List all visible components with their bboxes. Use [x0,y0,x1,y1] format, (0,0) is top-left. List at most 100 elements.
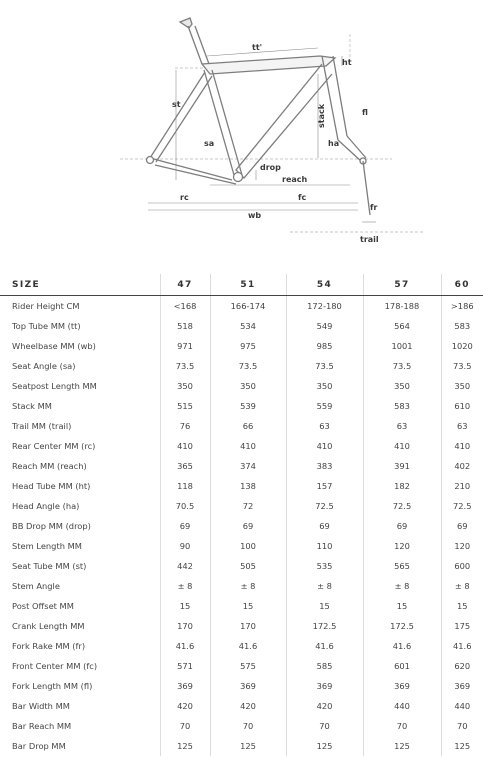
row-label: Rider Height CM [12,301,80,311]
row-value: ± 8 [285,576,363,596]
row-value: 120 [362,536,441,556]
row-value: 63 [362,416,441,436]
row-label: Seatpost Length MM [12,381,97,391]
row-value: 440 [362,696,441,716]
table-row: Stem Length MM 90 100 110 120 120 [0,536,483,556]
row-label: Head Tube MM (ht) [12,481,91,491]
row-value: 571 [159,656,210,676]
row-value: 505 [209,556,286,576]
row-value: 72.5 [440,496,483,516]
row-value: 369 [440,676,483,696]
row-value: 583 [362,396,441,416]
size-60-header: 60 [440,274,483,296]
row-value: 442 [159,556,210,576]
row-value: 565 [362,556,441,576]
row-value: 585 [285,656,363,676]
row-value: 975 [209,336,286,356]
table-row: Stem Angle ± 8 ± 8 ± 8 ± 8 ± 8 [0,576,483,596]
row-label: Top Tube MM (tt) [12,321,81,331]
table-row: Trail MM (trail) 76 66 63 63 63 [0,416,483,436]
row-value: 69 [362,516,441,536]
row-value: 985 [285,336,363,356]
size-57-header: 57 [362,274,441,296]
row-value: 172-180 [285,295,363,316]
row-value: 41.6 [159,636,210,656]
table-row: Reach MM (reach) 365 374 383 391 402 [0,456,483,476]
row-value: 534 [209,316,286,336]
table-row: BB Drop MM (drop) 69 69 69 69 69 [0,516,483,536]
size-header: SIZE [0,274,160,296]
row-value: 420 [209,696,286,716]
row-value: 610 [440,396,483,416]
row-value: 350 [159,376,210,396]
row-value: 391 [362,456,441,476]
row-value: 118 [159,476,210,496]
ha-label: ha [328,139,339,148]
row-value: 125 [285,736,363,756]
row-value: 210 [440,476,483,496]
st-label: st [172,100,181,109]
row-value: 70.5 [159,496,210,516]
table-row: Wheelbase MM (wb) 971 975 985 1001 1020 [0,336,483,356]
fl-label: fl [362,108,368,117]
table-row: Rider Height CM <168 166-174 172-180 178-188… [0,295,483,316]
size-47-header: 47 [159,274,210,296]
row-value: >186 [440,295,483,316]
row-label: Fork Length MM (fl) [12,681,93,691]
row-value: 410 [362,436,441,456]
row-label: Wheelbase MM (wb) [12,341,96,351]
row-value: 72.5 [285,496,363,516]
row-value: <168 [159,295,210,316]
trail-label: trail [360,235,379,244]
row-value: 73.5 [159,356,210,376]
row-value: 549 [285,316,363,336]
row-value: 15 [209,596,286,616]
row-value: 420 [159,696,210,716]
row-value: 69 [159,516,210,536]
row-value: 620 [440,656,483,676]
row-value: 125 [159,736,210,756]
row-value: 559 [285,396,363,416]
row-value: ± 8 [362,576,441,596]
row-label: Front Center MM (fc) [12,661,98,671]
row-value: ± 8 [209,576,286,596]
row-value: 402 [440,456,483,476]
row-value: 72.5 [362,496,441,516]
row-value: 90 [159,536,210,556]
row-value: 600 [440,556,483,576]
reach-label: reach [282,175,308,184]
table-row: Fork Length MM (fl) 369 369 369 369 369 [0,676,483,696]
row-value: 575 [209,656,286,676]
row-label: Stack MM [12,401,52,411]
table-row: Bar Drop MM 125 125 125 125 125 [0,736,483,756]
row-value: 73.5 [285,356,363,376]
row-value: 15 [159,596,210,616]
row-value: 440 [440,696,483,716]
row-value: 420 [285,696,363,716]
stack-label: stack [317,103,326,128]
row-value: 63 [440,416,483,436]
wb-label: wb [248,211,261,220]
row-label: Seat Tube MM (st) [12,561,87,571]
row-value: 125 [362,736,441,756]
row-value: 369 [285,676,363,696]
row-value: 564 [362,316,441,336]
row-value: 72 [209,496,286,516]
geometry-diagram: tt' ht st stack fl sa ha drop reach rc f… [120,17,425,244]
row-label: Bar Reach MM [12,721,72,731]
row-value: 369 [209,676,286,696]
row-value: 350 [440,376,483,396]
row-value: 41.6 [285,636,363,656]
table-row: Bar Width MM 420 420 420 440 440 [0,696,483,716]
row-value: 172.5 [362,616,441,636]
row-value: 41.6 [209,636,286,656]
row-value: 41.6 [440,636,483,656]
row-value: 369 [159,676,210,696]
row-value: 515 [159,396,210,416]
row-value: 70 [440,716,483,736]
row-value: 175 [440,616,483,636]
table-row: Rear Center MM (rc) 410 410 410 410 410 [0,436,483,456]
row-value: 69 [285,516,363,536]
row-label: Post Offset MM [12,601,74,611]
dimension-lines [148,47,376,223]
